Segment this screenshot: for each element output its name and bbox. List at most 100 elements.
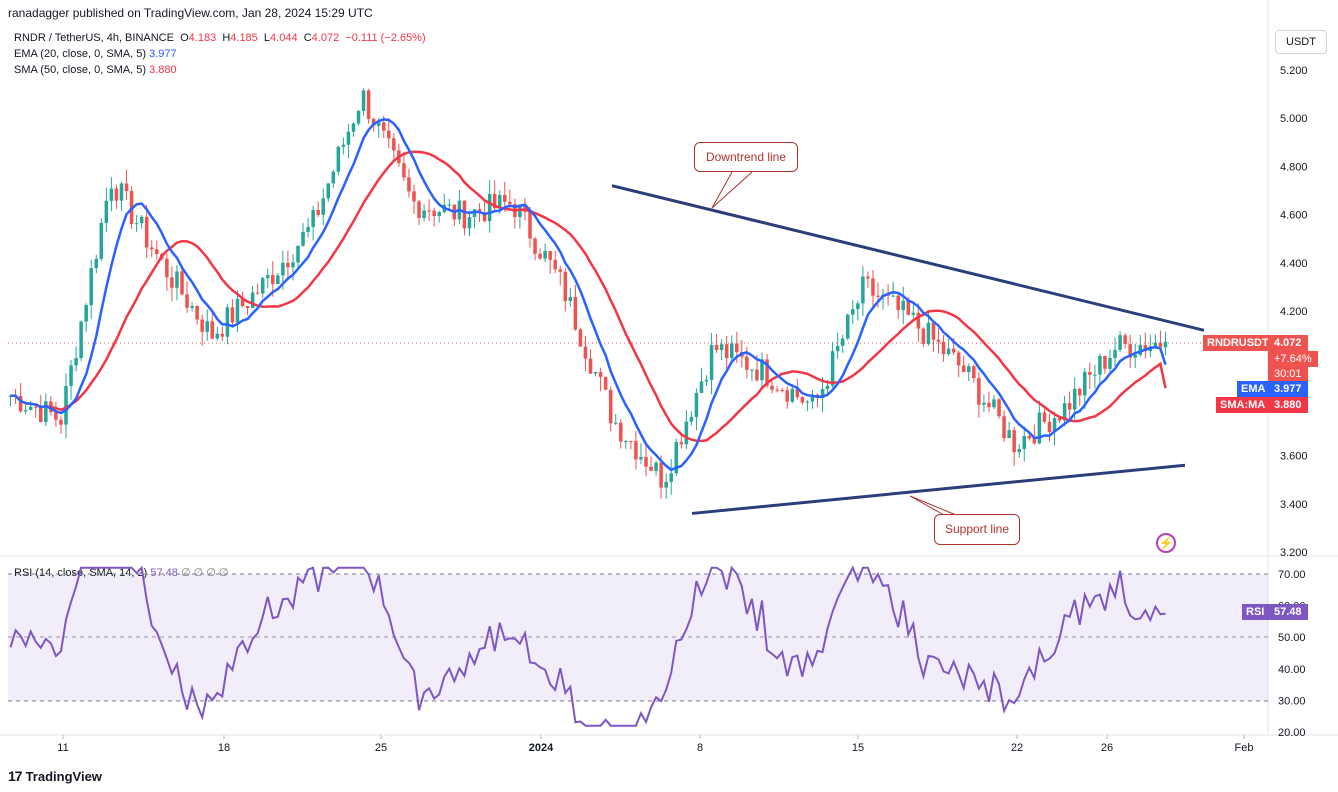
low-value: 4.044 (270, 32, 298, 44)
candle-body (124, 183, 129, 192)
low-label: L (263, 32, 271, 44)
candle-body (94, 258, 99, 269)
candle-body (64, 386, 68, 425)
candle-body (664, 481, 668, 488)
candle-body (1047, 421, 1052, 433)
candle-body (851, 309, 855, 315)
candle-body (291, 262, 295, 268)
price-tick-label: 4.600 (1280, 210, 1308, 222)
candle-body (603, 376, 608, 390)
candle-body (639, 457, 643, 460)
candle-body (830, 351, 835, 386)
symbol-name[interactable]: RNDR / TetherUS, 4h, BINANCE (14, 32, 174, 44)
candle-body (719, 344, 724, 351)
ema-tag-badge: EMA (1237, 381, 1270, 397)
candle-body (371, 118, 376, 126)
candle-body (144, 216, 149, 248)
candle-body (170, 277, 174, 288)
candle-body (185, 294, 189, 308)
candle-body (447, 204, 452, 206)
ema-legend-label: EMA (20, close, 0, SMA, 5) (14, 48, 147, 60)
tradingview-logo[interactable]: 17 TradingView (8, 768, 102, 784)
candle-body (1088, 371, 1092, 375)
candle-body (694, 392, 699, 417)
candle-body (613, 422, 618, 424)
pct-badge-value: +7.64% (1274, 353, 1312, 365)
candle-body (235, 298, 240, 323)
candle-body (896, 295, 900, 311)
candle-body (387, 130, 391, 139)
tv-mark-icon: 17 (8, 768, 23, 784)
candle-body (190, 305, 194, 308)
downtrend-line[interactable] (611, 184, 1205, 332)
ema-legend[interactable]: EMA (20, close, 0, SMA, 5) 3.977 (14, 48, 177, 60)
candle-body (351, 123, 356, 132)
support-callout[interactable]: Support line (934, 514, 1020, 545)
rsi-tag-text: RSI (1246, 606, 1265, 618)
sma-legend-label: SMA (50, close, 0, SMA, 5) (14, 64, 147, 76)
candle-body (220, 333, 225, 337)
tv-brand-text: TradingView (25, 768, 102, 784)
candle-body (200, 319, 204, 332)
price-tick-label: 3.200 (1280, 547, 1308, 559)
candle-body (482, 212, 487, 222)
candle-body (84, 305, 88, 322)
lightning-icon[interactable]: ⚡ (1156, 533, 1176, 553)
symbol-legend: RNDR / TetherUS, 4h, BINANCE O4.183 H4.1… (14, 32, 426, 44)
support-callout-pointer (909, 495, 957, 516)
rsi-legend[interactable]: RSI (14, close, SMA, 14, 2) 57.48 ∅ ∅ ∅ … (14, 566, 228, 579)
currency-button[interactable]: USDT (1275, 30, 1327, 54)
candle-body (79, 321, 83, 359)
candle-body (296, 245, 300, 263)
candle-body (856, 303, 860, 310)
candle-body (825, 385, 830, 390)
candle-body (961, 365, 966, 373)
candle-body (99, 223, 104, 259)
candle-body (629, 441, 633, 443)
sma-tag-badge: SMA:MA (1216, 397, 1270, 413)
candle-body (225, 307, 230, 337)
candle-body (492, 193, 497, 209)
candle-body (790, 388, 795, 402)
candle-body (901, 300, 905, 311)
candle-body (911, 312, 916, 315)
candle-body (346, 131, 351, 145)
candle-body (407, 177, 411, 192)
candle-body (23, 410, 28, 412)
candle-body (916, 312, 921, 329)
pct-badge: +7.64% (1268, 351, 1318, 367)
candle-body (674, 441, 679, 474)
candle-body (462, 200, 467, 229)
sma-legend[interactable]: SMA (50, close, 0, SMA, 5) 3.880 (14, 64, 177, 76)
high-label: H (222, 32, 231, 44)
candle-body (508, 201, 512, 205)
candle-body (654, 462, 658, 471)
rsi-tick-label: 70.00 (1278, 569, 1306, 581)
candle-body (134, 223, 139, 225)
support-line[interactable] (691, 463, 1186, 515)
candle-body (608, 389, 613, 424)
candle-body (427, 210, 431, 212)
candle-body (568, 297, 573, 302)
price-tick-label: 4.200 (1280, 306, 1308, 318)
change-value: −0.111 (−2.65%) (345, 32, 426, 44)
candle-body (1158, 342, 1163, 348)
sma-legend-value: 3.880 (149, 64, 177, 76)
candle-body (311, 210, 315, 227)
candle-body (583, 346, 588, 359)
candle-body (659, 462, 663, 488)
candle-body (341, 144, 346, 147)
ema-line (10, 118, 1167, 472)
downtrend-callout[interactable]: Downtrend line (694, 142, 798, 172)
candle-body (553, 259, 557, 270)
rsi-group (9, 565, 1166, 727)
candle-body (240, 298, 245, 307)
candle-body (180, 271, 184, 295)
rsi-tick-label: 30.00 (1278, 695, 1306, 707)
candle-body (1052, 418, 1057, 433)
candle-body (775, 389, 779, 391)
downtrend-callout-pointer (711, 171, 753, 209)
candle-body (810, 394, 815, 402)
candle-body (644, 457, 648, 467)
